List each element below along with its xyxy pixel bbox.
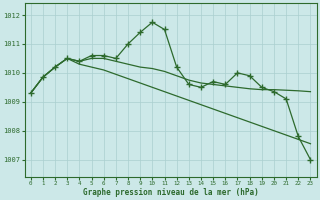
X-axis label: Graphe pression niveau de la mer (hPa): Graphe pression niveau de la mer (hPa) bbox=[83, 188, 259, 197]
